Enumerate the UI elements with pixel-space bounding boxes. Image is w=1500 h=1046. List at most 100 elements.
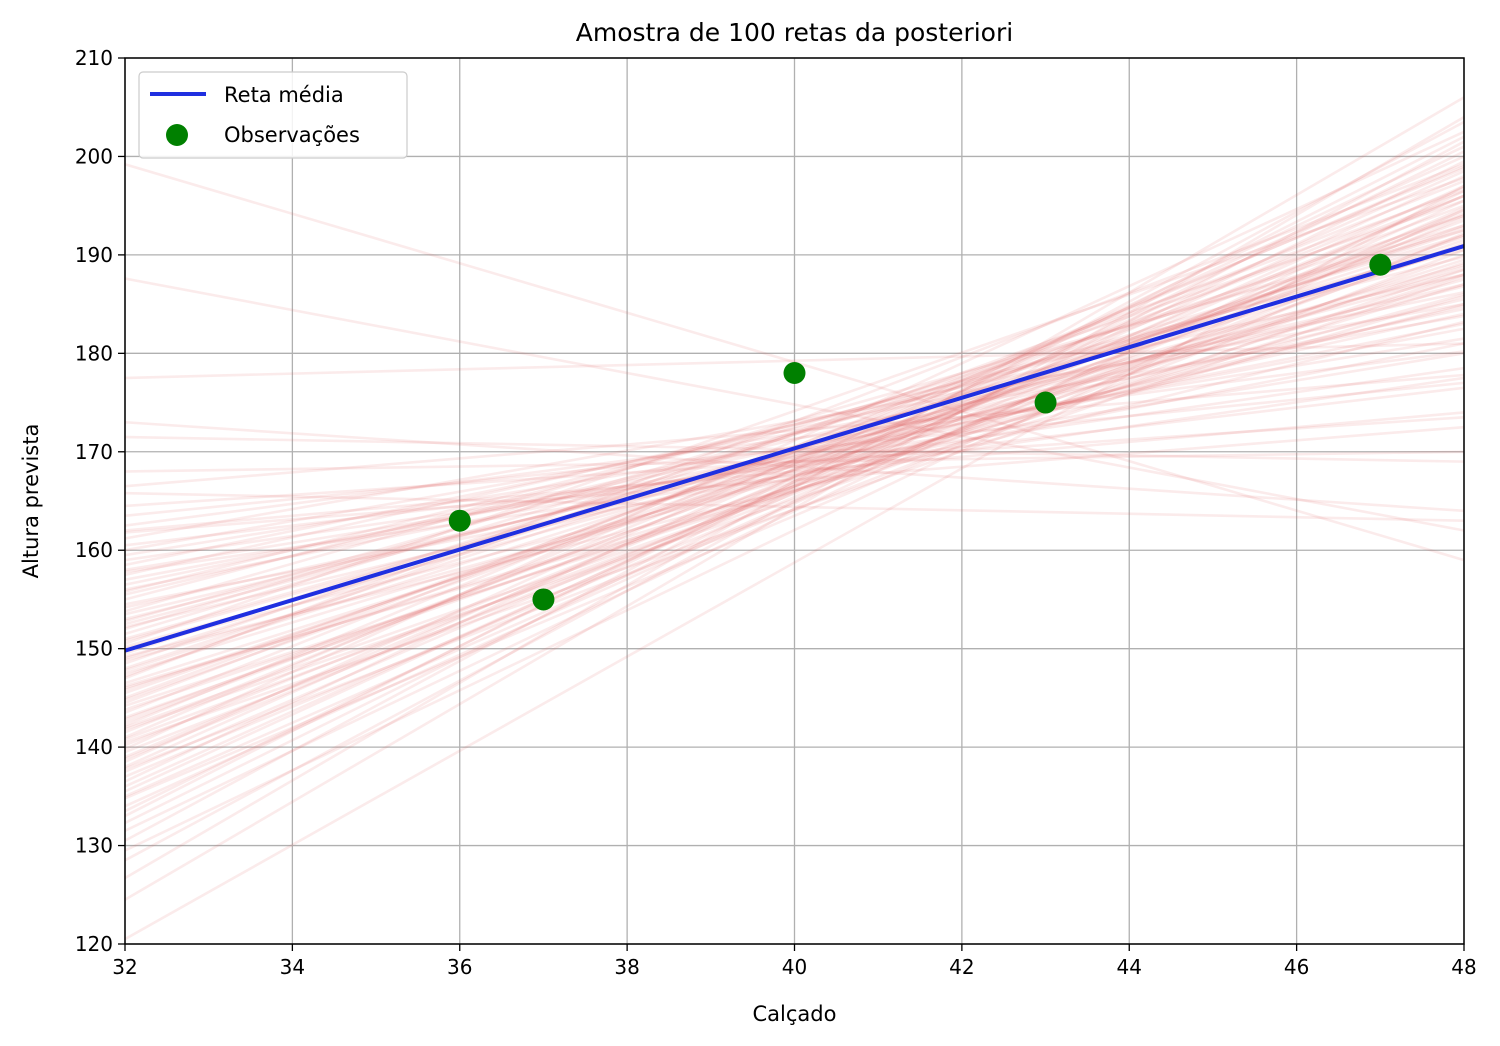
posterior-sample-line — [124, 165, 1465, 739]
mean-line-group — [124, 244, 1465, 653]
legend-label-mean-line: Reta média — [224, 83, 344, 107]
posterior-sample-line — [124, 209, 1465, 747]
posterior-sample-line — [124, 265, 1465, 675]
posterior-sample-line — [124, 224, 1465, 631]
posterior-sample-line — [124, 248, 1465, 770]
posterior-sample-line — [124, 214, 1465, 655]
posterior-sample-line — [124, 120, 1465, 842]
posterior-sample-line — [124, 189, 1465, 678]
posterior-sample-line — [124, 322, 1465, 591]
posterior-sample-line — [124, 320, 1465, 658]
posterior-sample-line — [124, 174, 1465, 793]
posterior-sample-line — [124, 273, 1465, 708]
observation-point — [783, 362, 806, 385]
posterior-sample-line — [124, 96, 1465, 880]
posterior-sample-line — [124, 350, 1465, 527]
posterior-sample-line — [124, 155, 1465, 764]
posterior-sample-line — [124, 226, 1465, 695]
posterior-sample-line — [124, 243, 1465, 719]
posterior-sample-line — [124, 352, 1465, 572]
observation-point — [1369, 253, 1392, 276]
posterior-sample-line — [124, 283, 1465, 596]
y-tick-label: 120 — [75, 932, 113, 956]
posterior-sample-line — [124, 283, 1465, 690]
posterior-sample-line — [124, 285, 1465, 621]
posterior-sample-line — [124, 302, 1465, 540]
posterior-sample-line — [124, 261, 1465, 711]
y-tick-label: 190 — [75, 243, 113, 267]
posterior-sample-line — [124, 170, 1465, 768]
posterior-sample-line — [124, 450, 1465, 473]
x-tick-label: 32 — [112, 955, 137, 979]
posterior-sample-line — [124, 184, 1465, 788]
x-axis-label: Calçado — [753, 1002, 837, 1026]
posterior-sample-line — [124, 130, 1465, 751]
posterior-sample-line — [124, 253, 1465, 729]
posterior-sample-line — [124, 258, 1465, 685]
x-tick-label: 34 — [280, 955, 305, 979]
posterior-sample-line — [124, 373, 1465, 488]
posterior-sample-line — [124, 386, 1465, 547]
x-tick-label: 42 — [949, 955, 974, 979]
y-tick-label: 160 — [75, 538, 113, 562]
posterior-sample-line — [124, 294, 1465, 688]
posterior-sample-line — [124, 229, 1465, 613]
posterior-sample-line — [124, 411, 1465, 532]
x-tick-label: 48 — [1451, 955, 1476, 979]
posterior-sample-line — [124, 420, 1465, 513]
posterior-sample-line — [124, 233, 1465, 754]
posterior-sample-line — [124, 314, 1465, 552]
posterior-sample-line — [124, 416, 1465, 508]
posterior-sample-line — [124, 160, 1465, 825]
posterior-sample-line — [124, 189, 1465, 832]
x-tick-label: 38 — [614, 955, 639, 979]
y-tick-label: 130 — [75, 834, 113, 858]
posterior-sample-line — [124, 425, 1465, 534]
legend: Reta média Observações — [138, 71, 408, 159]
posterior-sample-line — [124, 140, 1465, 862]
posterior-sample-line — [124, 199, 1465, 665]
posterior-sample-line — [124, 268, 1465, 731]
posterior-sample-line — [124, 224, 1465, 702]
x-tick-label: 36 — [447, 955, 472, 979]
posterior-sample-line — [124, 212, 1465, 761]
posterior-sample-line — [124, 291, 1465, 567]
posterior-sample-line — [124, 163, 1465, 680]
posterior-sample-line — [124, 176, 1465, 645]
posterior-sample-line — [124, 150, 1465, 813]
x-axis-ticks: 32 34 36 38 40 42 44 46 48 — [112, 944, 1477, 979]
mean-line — [124, 244, 1465, 653]
posterior-sample-line — [124, 268, 1465, 643]
y-axis-ticks: 120 130 140 150 160 170 180 190 200 210 — [75, 46, 125, 956]
posterior-sample-line — [124, 241, 1465, 741]
posterior-sample-line — [124, 366, 1465, 562]
observation-point — [532, 588, 555, 611]
x-tick-label: 46 — [1284, 955, 1309, 979]
posterior-sample-line — [124, 297, 1465, 616]
observation-point — [448, 509, 471, 532]
posterior-sample-line — [124, 248, 1465, 601]
legend-label-observations: Observações — [224, 123, 360, 147]
posterior-sample-line — [124, 491, 1465, 522]
posterior-sample-line — [124, 135, 1465, 818]
y-tick-label: 150 — [75, 637, 113, 661]
x-tick-label: 44 — [1117, 955, 1142, 979]
posterior-sample-line — [124, 232, 1465, 800]
observation-point — [1034, 391, 1057, 414]
posterior-sample-line — [124, 376, 1465, 574]
posterior-sample-line — [124, 194, 1465, 759]
posterior-sample-line — [124, 245, 1465, 672]
posterior-sample-line — [124, 233, 1465, 636]
y-tick-label: 180 — [75, 341, 113, 365]
observation-points — [448, 253, 1392, 611]
posterior-sample-line — [124, 342, 1465, 380]
posterior-sample-line — [124, 293, 1465, 662]
chart-title: Amostra de 100 retas da posteriori — [576, 18, 1013, 47]
y-tick-label: 140 — [75, 735, 113, 759]
posterior-sample-line — [124, 194, 1465, 773]
legend-marker-swatch — [166, 124, 188, 146]
posterior-sample-line — [124, 273, 1465, 577]
posterior-sample-line — [124, 208, 1465, 852]
posterior-sample-line — [124, 199, 1465, 808]
